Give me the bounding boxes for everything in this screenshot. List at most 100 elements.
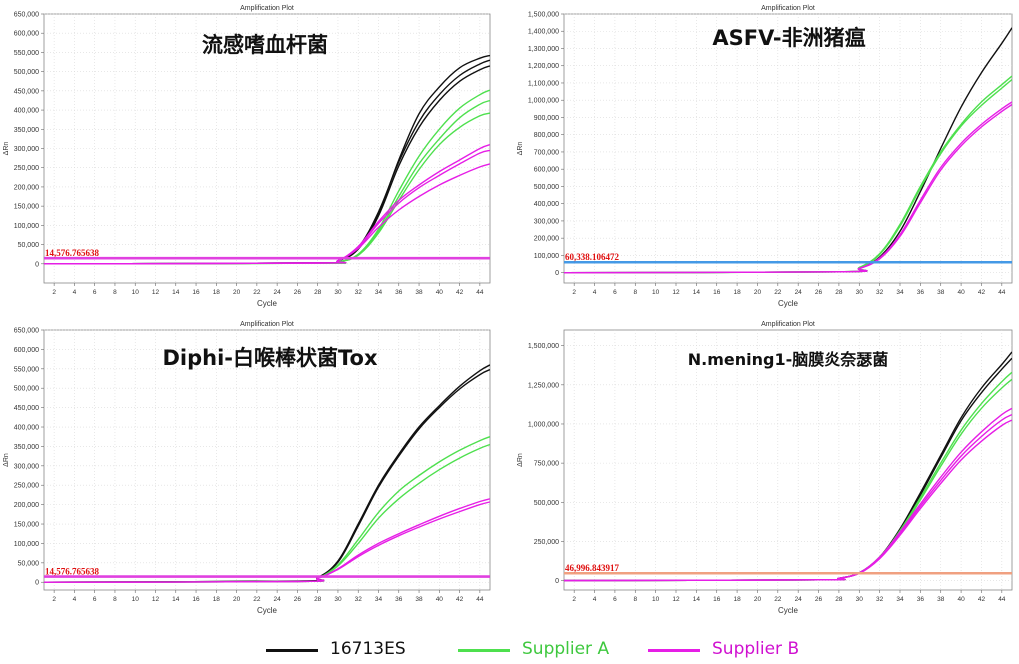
x-tick-label: 10 (132, 289, 140, 296)
y-axis-label: ΔRn (517, 142, 524, 156)
y-tick-label: 200,000 (14, 502, 39, 509)
x-tick-label: 42 (456, 289, 464, 296)
y-tick-label: 350,000 (14, 127, 39, 134)
y-tick-label: 750,000 (534, 461, 559, 468)
plot-title: Amplification Plot (240, 5, 294, 12)
y-tick-label: 500,000 (534, 184, 559, 191)
amplification-plot-neisseria: Amplification Plot 2 4 6 8 10 12 14 16 18 20 22 24 26… (514, 318, 1019, 636)
y-tick-label: 550,000 (14, 366, 39, 373)
x-tick-label: 12 (672, 596, 680, 603)
y-tick-label: 400,000 (14, 108, 39, 115)
y-tick-label: 1,300,000 (528, 46, 559, 53)
x-tick-label: 6 (93, 596, 97, 603)
x-tick-label: 42 (978, 289, 986, 296)
x-tick-label: 26 (294, 596, 302, 603)
x-tick-label: 14 (693, 289, 701, 296)
x-tick-label: 34 (896, 596, 904, 603)
x-tick-label: 44 (476, 596, 484, 603)
x-tick-label: 44 (476, 289, 484, 296)
x-tick-label: 8 (113, 596, 117, 603)
y-tick-label: 50,000 (18, 560, 40, 567)
x-tick-label: 4 (73, 289, 77, 296)
y-tick-label: 900,000 (534, 115, 559, 122)
y-tick-label: 250,000 (534, 539, 559, 546)
series-line-supplier-b (44, 163, 490, 265)
x-tick-label: 26 (294, 289, 302, 296)
x-tick-label: 40 (436, 289, 444, 296)
x-tick-label: 8 (633, 289, 637, 296)
x-tick-label: 32 (355, 289, 363, 296)
x-tick-label: 2 (572, 289, 576, 296)
x-tick-label: 18 (213, 289, 221, 296)
x-tick-label: 14 (693, 596, 701, 603)
y-tick-label: 500,000 (534, 500, 559, 507)
plot-area (43, 329, 491, 591)
legend-swatch (648, 649, 700, 652)
chart-title: Diphi-白喉棒状菌Tox (162, 346, 377, 370)
y-tick-label: 650,000 (14, 328, 39, 335)
series-line-supplier-b (564, 419, 1012, 582)
x-axis-label: Cycle (778, 606, 799, 615)
x-tick-label: 40 (436, 596, 444, 603)
x-tick-label: 20 (754, 596, 762, 603)
x-tick-label: 2 (52, 289, 56, 296)
y-tick-label: 300,000 (14, 463, 39, 470)
y-tick-label: 400,000 (14, 425, 39, 432)
x-tick-label: 4 (73, 596, 77, 603)
x-tick-label: 24 (795, 596, 803, 603)
x-tick-label: 38 (937, 596, 945, 603)
x-tick-label: 34 (896, 289, 904, 296)
x-tick-label: 22 (774, 596, 782, 603)
x-tick-label: 30 (334, 289, 342, 296)
legend-label: Supplier B (712, 639, 800, 659)
y-tick-label: 1,100,000 (528, 80, 559, 87)
threshold-label: 14,576.765638 (45, 248, 100, 258)
x-tick-label: 44 (998, 596, 1006, 603)
x-tick-label: 12 (152, 596, 160, 603)
y-tick-label: 0 (35, 580, 39, 587)
x-tick-label: 18 (733, 289, 741, 296)
y-tick-label: 1,000,000 (528, 98, 559, 105)
y-axis-label: ΔRn (3, 453, 10, 467)
x-tick-label: 12 (152, 289, 160, 296)
plot-title: Amplification Plot (761, 321, 815, 328)
threshold-label: 14,576.765638 (45, 567, 100, 577)
x-tick-label: 34 (375, 289, 383, 296)
x-tick-label: 20 (233, 289, 241, 296)
plot-title: Amplification Plot (240, 321, 294, 328)
chart-title: N.mening1-脑膜炎奈瑟菌 (688, 350, 889, 369)
y-tick-label: 1,400,000 (528, 29, 559, 36)
x-tick-label: 8 (113, 289, 117, 296)
plot-area (563, 329, 1013, 591)
chart-title: ASFV-非洲猪瘟 (712, 26, 865, 50)
x-tick-label: 6 (613, 289, 617, 296)
x-tick-label: 16 (713, 289, 721, 296)
x-tick-label: 40 (957, 289, 965, 296)
x-tick-label: 24 (795, 289, 803, 296)
y-tick-label: 150,000 (14, 522, 39, 529)
x-tick-label: 2 (52, 596, 56, 603)
y-tick-label: 600,000 (14, 31, 39, 38)
x-tick-label: 20 (754, 289, 762, 296)
y-tick-label: 250,000 (14, 483, 39, 490)
x-tick-label: 28 (835, 289, 843, 296)
y-tick-label: 0 (555, 270, 559, 277)
x-tick-label: 12 (672, 289, 680, 296)
x-tick-label: 38 (415, 289, 423, 296)
y-tick-label: 800,000 (534, 132, 559, 139)
x-tick-label: 34 (375, 596, 383, 603)
chart-legend: 16713ES Supplier A Supplier B (0, 636, 1019, 664)
y-tick-label: 250,000 (14, 165, 39, 172)
y-tick-label: 650,000 (14, 12, 39, 19)
x-tick-label: 28 (314, 289, 322, 296)
series-line-supplier-b (564, 103, 1012, 274)
y-axis-label: ΔRn (517, 453, 524, 467)
x-tick-label: 36 (917, 596, 925, 603)
y-tick-label: 350,000 (14, 444, 39, 451)
series-group (44, 364, 490, 583)
x-tick-label: 24 (274, 596, 282, 603)
x-tick-label: 16 (192, 289, 200, 296)
x-tick-label: 30 (334, 596, 342, 603)
